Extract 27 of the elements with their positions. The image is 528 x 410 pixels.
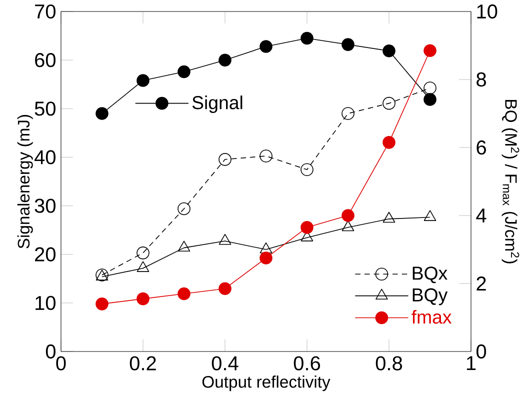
y2-tick-label: 10 [477, 4, 498, 19]
y2-tick-label: 0 [476, 344, 486, 359]
x-tick-label: 1 [466, 356, 476, 370]
y2-tick-label: 2 [476, 276, 486, 291]
y2-tick-label: 8 [476, 72, 486, 87]
y-tick-label: 40 [34, 150, 56, 165]
legend-label: fmax [412, 310, 452, 324]
y-tick-label: 0 [46, 344, 56, 359]
y-tick-label: 60 [35, 53, 56, 68]
y-tick-label: 10 [36, 296, 56, 310]
y-tick-label: 50 [34, 102, 56, 116]
y2-tick-label: 4 [476, 208, 486, 223]
x-tick-label: 0.6 [294, 356, 320, 371]
x-axis-title: Output reflectivity [202, 376, 330, 392]
x-tick-label: 0.8 [376, 356, 402, 371]
y-tick-label: 70 [35, 4, 56, 19]
x-tick-label: 0.4 [212, 356, 238, 371]
legend-label: BQy [412, 288, 448, 306]
y2-tick-label: 6 [476, 140, 486, 155]
y-tick-label: 20 [35, 248, 56, 262]
y-axis-title: Signalenergy (mJ) [17, 115, 33, 249]
x-tick-label: 0.2 [130, 356, 156, 371]
x-tick-label: 0 [56, 356, 66, 371]
y2-axis-title: BQ (M$^{2}$) / F$_{max}$ (J/cm$^{2}$) [502, 100, 520, 264]
legend-label: BQx [412, 266, 448, 284]
legend-label: Signal [192, 96, 242, 114]
y-tick-label: 30 [34, 198, 56, 214]
